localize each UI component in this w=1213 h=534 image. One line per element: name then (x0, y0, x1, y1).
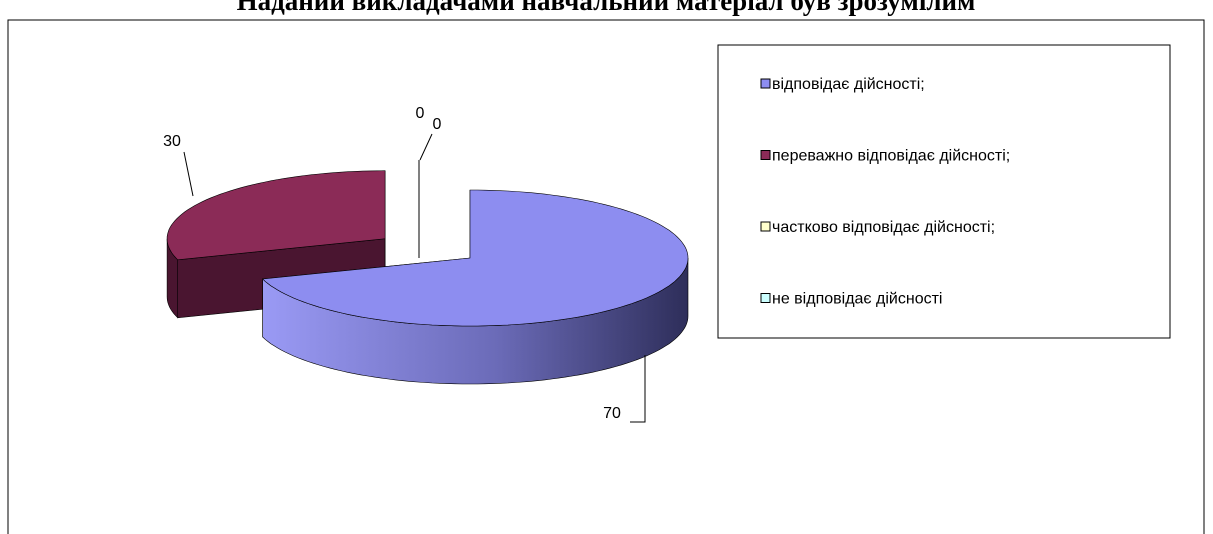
leader-line (630, 355, 646, 423)
legend-swatch (760, 150, 771, 160)
legend-label: відповідає дійсності; (772, 76, 925, 93)
legend-label: частково відповідає дійсності; (772, 219, 995, 236)
legend-swatch (760, 293, 771, 303)
data-label: 70 (603, 405, 621, 422)
legend-swatch (760, 221, 771, 232)
data-label: 30 (163, 133, 181, 150)
chart-title: Наданий викладачами навчальний матеріал … (237, 0, 976, 16)
pie-slice (262, 189, 689, 385)
data-label: 0 (416, 105, 425, 122)
legend-box (717, 44, 1171, 339)
pie (166, 170, 689, 385)
leader-line (419, 133, 433, 161)
data-label: 0 (433, 116, 442, 133)
chart-frame (7, 19, 1205, 534)
leader-line (183, 151, 194, 197)
legend-label: переважно відповідає дійсності; (772, 148, 1010, 165)
pie-slice-top (166, 170, 386, 261)
legend-label: не відповідає дійсності (772, 291, 942, 308)
pie-slice-top (262, 189, 689, 327)
legend-swatch (760, 78, 771, 89)
